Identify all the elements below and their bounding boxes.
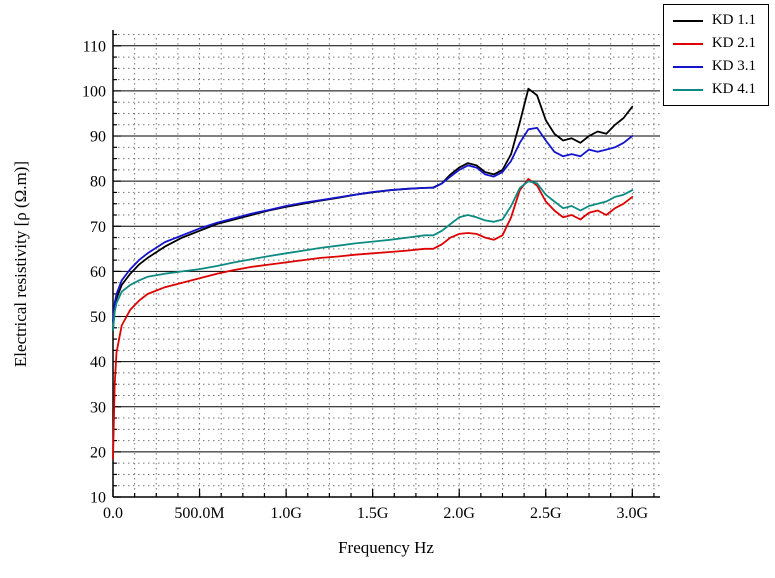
svg-text:70: 70 (90, 219, 106, 236)
legend-label: KD 3.1 (711, 58, 756, 74)
tick-labels: 0.0 500.0M 1.0G 1.5G 2.0G 2.5G 3.0G 10 20 30 40 50 6… (82, 38, 649, 522)
legend-label: KD 1.1 (711, 12, 756, 28)
svg-text:50: 50 (90, 309, 106, 326)
legend-line-swatch-kd41 (672, 88, 703, 91)
legend-label: KD 4.1 (711, 81, 756, 97)
svg-text:80: 80 (90, 174, 106, 191)
legend-item: KD 3.1 (672, 55, 756, 78)
legend-line-swatch-kd11 (672, 19, 703, 22)
svg-text:1.5G: 1.5G (357, 505, 389, 522)
svg-text:40: 40 (90, 354, 106, 371)
legend-item: KD 2.1 (672, 32, 756, 55)
svg-text:1.0G: 1.0G (270, 505, 302, 522)
svg-text:30: 30 (90, 399, 106, 416)
svg-text:110: 110 (83, 38, 106, 55)
axes (112, 30, 660, 498)
legend-line-swatch-kd31 (672, 65, 703, 68)
legend-line-swatch-kd21 (672, 42, 703, 45)
svg-text:500.0M: 500.0M (174, 505, 224, 522)
y-axis-label: Electrical resistivity [ρ (Ω.m)] (11, 161, 30, 367)
svg-text:100: 100 (82, 83, 106, 100)
svg-text:3.0G: 3.0G (617, 505, 649, 522)
svg-text:20: 20 (90, 444, 106, 461)
svg-text:60: 60 (90, 264, 106, 281)
svg-text:2.0G: 2.0G (443, 505, 475, 522)
svg-text:90: 90 (90, 129, 106, 146)
x-axis-label: Frequency Hz (338, 538, 434, 557)
legend: KD 1.1 KD 2.1 KD 3.1 KD 4.1 (662, 4, 769, 106)
data-series-lines (112, 87, 634, 460)
legend-label: KD 2.1 (711, 35, 756, 51)
svg-text:2.5G: 2.5G (530, 505, 562, 522)
legend-item: KD 4.1 (672, 78, 756, 101)
major-gridlines (113, 45, 660, 453)
minor-gridlines (113, 34, 660, 497)
svg-text:0.0: 0.0 (103, 505, 123, 522)
legend-item: KD 1.1 (672, 9, 756, 32)
svg-text:10: 10 (90, 490, 106, 507)
